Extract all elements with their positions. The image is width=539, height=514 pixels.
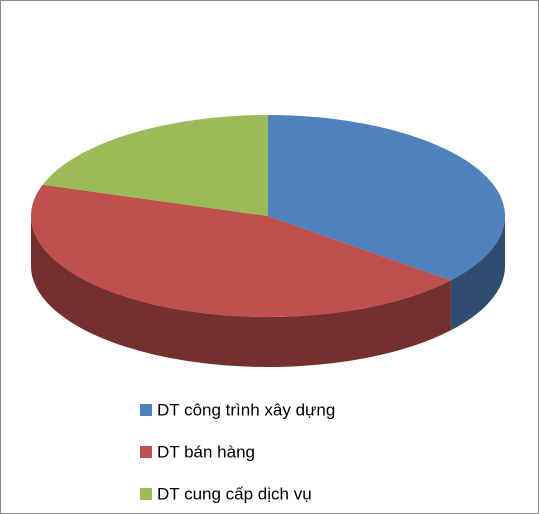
slice [42,115,268,216]
slice-side [30,216,451,367]
slice-side-shade [450,216,505,331]
legend-label: DT cung cấp dịch vụ [157,484,312,503]
slice [268,115,505,281]
slice-side [450,216,505,331]
legend-swatch [140,488,152,500]
legend-label: DT bán hàng [157,442,255,461]
slice [31,184,451,317]
legend-swatch [140,404,152,416]
slice-side-shade [30,216,451,367]
legend-swatch [140,446,152,458]
legend-label: DT công trình xây dựng [157,400,335,419]
